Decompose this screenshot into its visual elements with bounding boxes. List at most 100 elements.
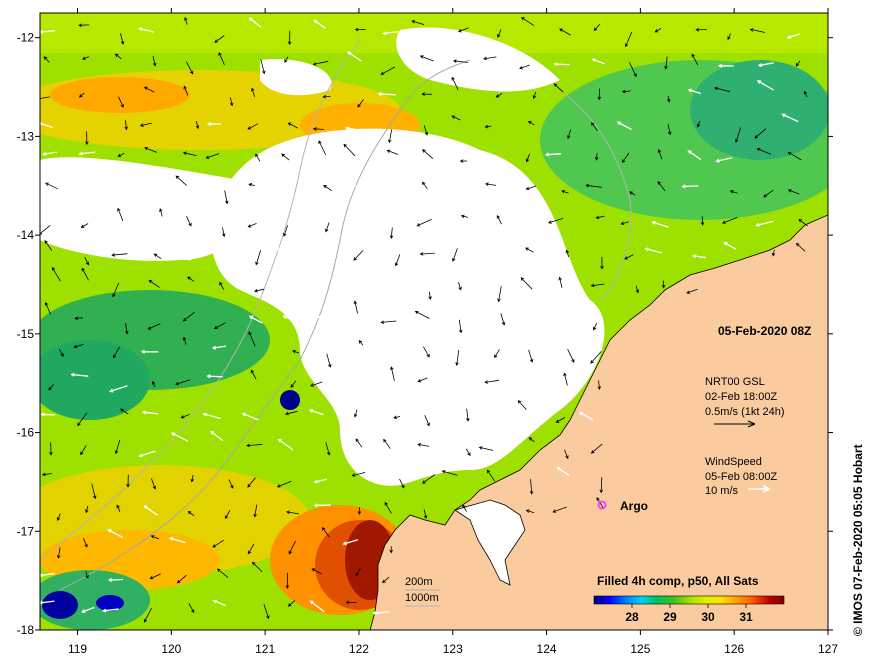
wind-vector-arrow bbox=[476, 240, 493, 249]
current-vector-arrow bbox=[283, 225, 288, 237]
current-vector-arrow bbox=[559, 28, 571, 36]
current-vector-arrow bbox=[120, 33, 125, 45]
current-vector-arrow bbox=[175, 379, 191, 386]
current-vector-arrow bbox=[452, 59, 469, 63]
current-vector-arrow bbox=[561, 190, 569, 194]
current-vector-arrow bbox=[596, 497, 604, 509]
wind-vector-arrow bbox=[715, 157, 733, 163]
contour-200-label: 200m bbox=[405, 576, 433, 588]
current-vector-arrow bbox=[112, 346, 120, 359]
cloud-central bbox=[211, 128, 605, 486]
wind-legend-arrow-icon bbox=[762, 485, 771, 493]
current-vector-arrow bbox=[593, 24, 600, 32]
wind-vector-arrow bbox=[140, 349, 159, 354]
wind-vector-arrow bbox=[312, 271, 328, 281]
current-vector-arrow bbox=[416, 218, 432, 227]
current-vector-arrow bbox=[124, 120, 128, 131]
current-vector-arrow bbox=[749, 28, 765, 33]
current-vector-arrow bbox=[624, 32, 633, 48]
current-vector-arrow bbox=[458, 319, 463, 334]
current-vector-arrow bbox=[285, 572, 290, 589]
current-vector-arrow bbox=[795, 242, 806, 252]
current-vector-arrow bbox=[517, 399, 527, 410]
current-vector-arrow bbox=[423, 509, 428, 520]
wind-vector-arrow bbox=[170, 432, 189, 442]
current-vector-arrow bbox=[59, 349, 64, 357]
current-vector-arrow bbox=[219, 281, 224, 290]
wind-vector-arrow bbox=[591, 58, 606, 65]
current-vector-arrow bbox=[80, 223, 89, 228]
current-vector-arrow bbox=[756, 147, 772, 155]
current-vector-arrow bbox=[451, 76, 459, 90]
wind-vector-arrow bbox=[313, 19, 326, 29]
current-vector-arrow bbox=[190, 475, 195, 483]
current-vector-arrow bbox=[195, 121, 200, 130]
wind-vector-arrow bbox=[372, 610, 390, 615]
current-vector-arrow bbox=[116, 504, 121, 512]
current-vector-arrow bbox=[312, 127, 325, 131]
wind-vector-arrow bbox=[755, 220, 774, 227]
current-legend-line2: 02-Feb 18:00Z bbox=[705, 391, 777, 403]
current-vector-arrow bbox=[355, 438, 363, 448]
wind-vector-arrow bbox=[42, 151, 58, 156]
wind-vector-arrow bbox=[309, 600, 325, 613]
current-vector-arrow bbox=[187, 276, 195, 282]
current-vector-arrow bbox=[326, 353, 332, 368]
current-vector-arrow bbox=[247, 223, 257, 228]
current-vector-arrow bbox=[388, 129, 393, 144]
wind-vector-arrow bbox=[687, 88, 701, 95]
colorbar-tick-label: 30 bbox=[701, 610, 715, 624]
current-vector-arrow bbox=[255, 153, 261, 162]
current-vector-arrow bbox=[312, 60, 329, 66]
y-tick-label: -13 bbox=[17, 129, 35, 143]
wind-vector-arrow bbox=[446, 188, 460, 197]
wind-legend-line3: 10 m/s bbox=[705, 485, 739, 497]
current-vector-arrow bbox=[497, 29, 502, 38]
current-vector-arrow bbox=[465, 448, 471, 457]
colorbar-title: Filled 4h comp, p50, All Sats bbox=[597, 574, 759, 588]
current-vector-arrow bbox=[657, 181, 666, 192]
wind-vector-arrow bbox=[101, 608, 119, 613]
current-vector-arrow bbox=[229, 97, 234, 107]
current-vector-arrow bbox=[56, 547, 61, 559]
current-vector-arrow bbox=[424, 415, 430, 427]
current-vector-arrow bbox=[727, 33, 731, 41]
current-vector-arrow bbox=[422, 474, 436, 484]
wind-vector-arrow bbox=[756, 80, 774, 91]
current-vector-arrow bbox=[525, 153, 530, 163]
current-vector-arrow bbox=[82, 56, 90, 60]
current-vector-arrow bbox=[629, 191, 636, 196]
current-vector-arrow bbox=[532, 91, 537, 100]
wind-vector-arrow bbox=[109, 385, 128, 393]
plot-frame bbox=[39, 12, 829, 631]
current-vector-arrow bbox=[287, 122, 298, 129]
current-vector-arrow bbox=[484, 182, 497, 187]
wind-vector-arrow bbox=[277, 438, 294, 451]
current-vector-arrow bbox=[78, 23, 90, 28]
wind-vector-arrow bbox=[206, 122, 221, 126]
current-vector-arrow bbox=[91, 483, 97, 500]
current-vector-arrow bbox=[260, 59, 266, 75]
current-vector-arrow bbox=[657, 149, 663, 160]
current-legend-line1: NRT00 GSL bbox=[705, 376, 765, 388]
current-vector-arrow bbox=[486, 469, 496, 482]
current-vector-arrow bbox=[795, 60, 801, 67]
current-vector-arrow bbox=[114, 439, 121, 455]
y-tick-label: -15 bbox=[17, 327, 35, 341]
wind-vector-arrow bbox=[507, 374, 527, 379]
current-vector-arrow bbox=[496, 214, 502, 225]
current-vector-arrow bbox=[322, 94, 331, 99]
current-vector-arrow bbox=[185, 61, 194, 75]
current-vector-arrow bbox=[462, 504, 467, 512]
y-tick-label: -16 bbox=[17, 426, 35, 440]
wind-vector-arrow bbox=[40, 412, 56, 417]
current-vector-arrow bbox=[525, 509, 535, 514]
wind-vector-arrow bbox=[172, 255, 192, 261]
current-vector-arrow bbox=[323, 185, 333, 192]
wind-vector-arrow bbox=[141, 410, 159, 415]
current-vector-arrow bbox=[798, 219, 808, 227]
current-vector-arrow bbox=[117, 207, 124, 222]
wind-vector-arrow bbox=[522, 309, 536, 318]
current-vector-arrow bbox=[417, 377, 428, 383]
wind-vector-arrow bbox=[115, 180, 130, 188]
